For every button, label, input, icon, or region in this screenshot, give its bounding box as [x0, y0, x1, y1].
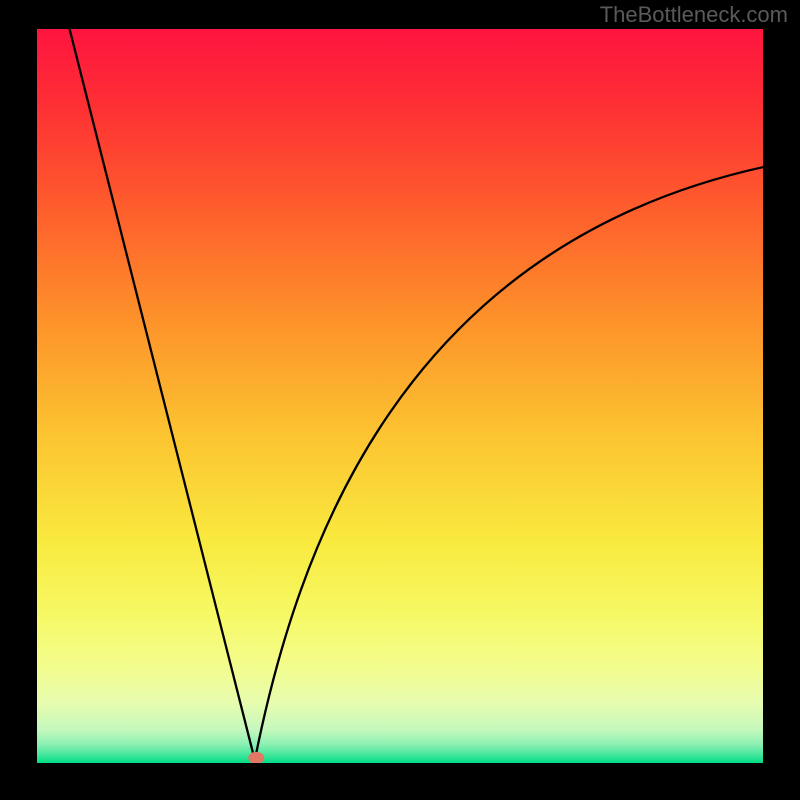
curve-left-branch	[67, 29, 255, 760]
plot-svg	[37, 29, 763, 763]
watermark-text: TheBottleneck.com	[600, 2, 788, 28]
plot-area	[37, 29, 763, 763]
curve-right-branch	[255, 165, 763, 760]
minimum-marker	[248, 752, 264, 763]
chart-frame: TheBottleneck.com	[0, 0, 800, 800]
gradient-background	[37, 29, 763, 763]
